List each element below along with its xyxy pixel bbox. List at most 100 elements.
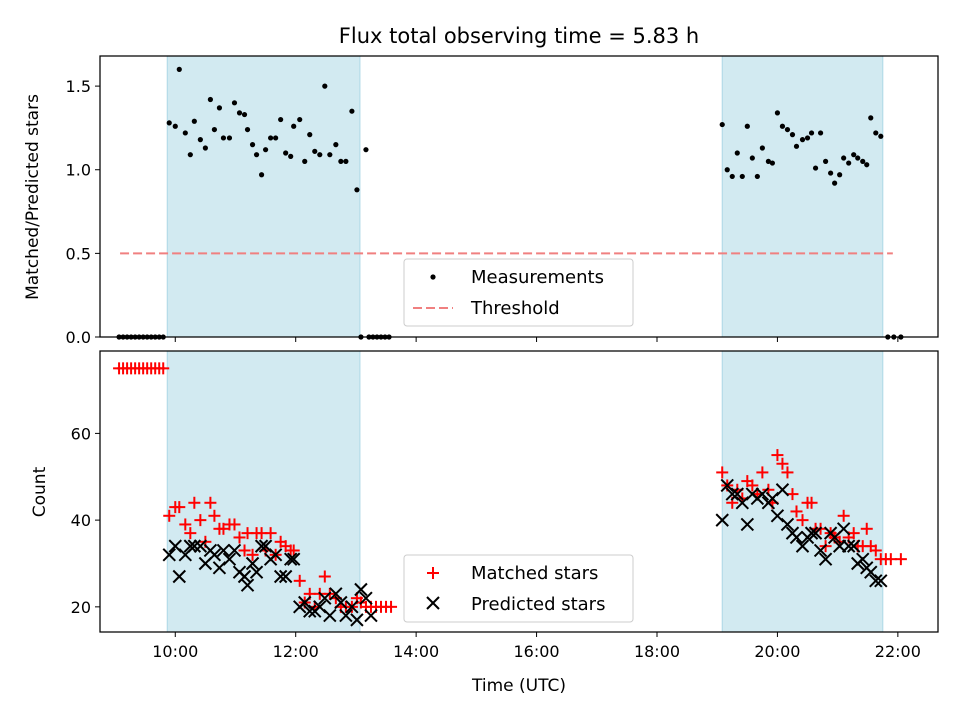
predicted-star-point: [268, 548, 283, 562]
predicted-star-point: [227, 543, 242, 558]
y-tick-label: 60: [71, 424, 91, 443]
measurement-point: [817, 130, 824, 136]
measurement-point: [166, 120, 172, 126]
measurement-point: [812, 165, 819, 171]
measurement-point: [244, 126, 251, 133]
matched-star-point: [771, 449, 784, 462]
measurement-point: [789, 132, 796, 138]
predicted-star-point: [856, 552, 870, 566]
predicted-star-point: [303, 604, 317, 618]
predicted-star-point: [836, 522, 851, 536]
measurement-point: [363, 147, 369, 153]
measurement-point: [307, 132, 313, 138]
x-tick-label: 16:00: [514, 642, 560, 661]
predicted-star-point: [318, 591, 332, 605]
measurement-point: [207, 96, 213, 103]
measurement-point: [799, 137, 806, 143]
observing-window-band: [721, 350, 884, 633]
top-y-ticks: 0.0 0.5 1.0 1.5: [66, 77, 100, 347]
matched-star-point: [894, 553, 907, 566]
x-axis-label: Time (UTC): [471, 676, 566, 696]
measurement-point: [231, 100, 238, 106]
predicted-star-point: [775, 483, 790, 497]
legend-threshold-label: Threshold: [470, 298, 560, 319]
measurement-point: [846, 160, 852, 166]
matched-star-point: [204, 496, 217, 509]
predicted-star-point: [715, 513, 729, 527]
predicted-star-point: [345, 600, 359, 614]
predicted-star-point: [339, 608, 353, 623]
matched-star-point: [246, 548, 259, 561]
predicted-star-point: [846, 539, 861, 553]
matched-star-point: [869, 544, 882, 557]
matched-star-point: [287, 544, 300, 557]
predicted-star-point: [755, 487, 770, 501]
predicted-star-point: [740, 517, 755, 532]
measurement-point: [832, 180, 838, 186]
predicted-star-point: [283, 552, 298, 566]
predicted-star-point: [254, 539, 269, 553]
measurement-point: [288, 153, 294, 159]
predicted-star-point: [183, 539, 198, 553]
matched-star-point: [293, 574, 306, 587]
predicted-star-point: [350, 613, 364, 627]
predicted-star-point: [273, 569, 288, 584]
observing-window-band: [166, 350, 361, 633]
measurement-point: [317, 152, 323, 158]
matched-star-point: [884, 553, 897, 566]
matched-star-point: [837, 509, 850, 522]
predicted-star-point: [364, 608, 378, 623]
observing-window-band: [721, 55, 884, 338]
measurement-point: [182, 130, 188, 136]
top-legend-box: [403, 258, 634, 327]
predicted-star-point: [804, 526, 819, 540]
measurement-point: [808, 130, 815, 136]
predicted-legend-marker: [426, 596, 440, 610]
measurement-point: [769, 160, 776, 166]
predicted-star-point: [222, 552, 237, 566]
measurement-point: [283, 150, 289, 156]
measurement-point: [268, 135, 274, 141]
measurement-point: [793, 143, 800, 149]
measurement-point: [837, 172, 843, 178]
x-tick-label: 18:00: [634, 642, 680, 661]
x-tick-label: 14:00: [393, 642, 439, 661]
legend-predicted-label: Predicted stars: [471, 594, 605, 615]
y-tick-label: 0.0: [66, 328, 91, 347]
top-y-axis-label: Matched/Predicted stars: [23, 94, 43, 300]
top-x-ticks: [174, 337, 899, 342]
measurement-point: [754, 173, 760, 180]
y-tick-label: 20: [71, 598, 91, 617]
predicted-star-point: [249, 565, 264, 579]
measurement-point: [868, 115, 874, 121]
measurement-point: [349, 108, 355, 114]
top-axes-frame: [99, 55, 939, 338]
predicted-star-point: [240, 578, 255, 592]
x-tick-label: 12:00: [273, 642, 319, 661]
measurement-point: [828, 170, 834, 176]
predicted-star-point: [162, 548, 176, 562]
measurement-point: [774, 110, 781, 116]
matched-star-point: [173, 501, 186, 514]
predicted-star-point: [329, 587, 343, 601]
matched-star-point: [756, 466, 769, 479]
matched-star-point: [318, 570, 331, 583]
measurement-point: [297, 116, 303, 123]
matched-star-point: [238, 544, 251, 557]
predicted-star-point: [193, 539, 208, 553]
measurement-point: [739, 173, 745, 180]
measurement-point: [864, 162, 870, 168]
chart-title: Flux total observing time = 5.83 h: [339, 24, 699, 48]
measurement-point: [226, 135, 233, 141]
bottom-axes-frame: [99, 350, 939, 633]
measurement-point: [191, 118, 197, 124]
predicted-star-point: [730, 487, 744, 501]
measurement-point: [804, 135, 811, 141]
measurement-point: [327, 152, 333, 158]
measurement-point: [878, 133, 884, 139]
measurement-point: [749, 155, 755, 161]
measurement-point: [860, 158, 866, 164]
measurement-point: [202, 145, 208, 151]
top-legend: Measurements Threshold: [403, 258, 634, 327]
legend-matched-label: Matched stars: [471, 563, 598, 584]
